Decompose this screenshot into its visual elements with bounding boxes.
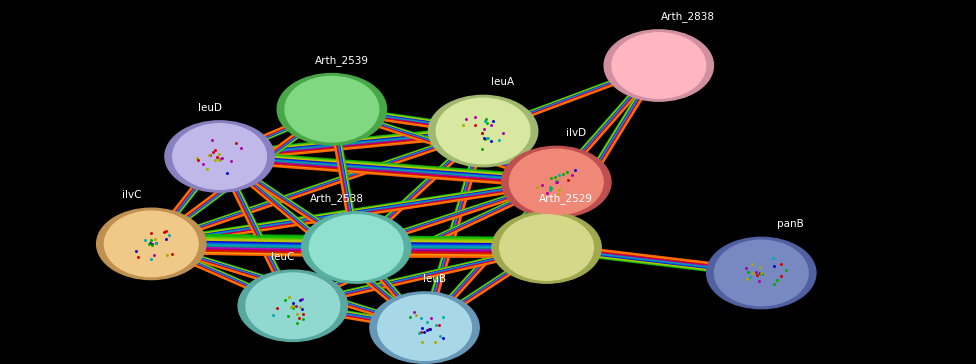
Ellipse shape	[302, 212, 411, 283]
Ellipse shape	[370, 292, 479, 363]
Text: ilvD: ilvD	[566, 128, 586, 138]
Text: Arth_2529: Arth_2529	[539, 193, 593, 204]
Ellipse shape	[104, 211, 198, 277]
Ellipse shape	[509, 149, 603, 215]
Text: panB: panB	[777, 219, 804, 229]
Ellipse shape	[707, 237, 816, 309]
Ellipse shape	[714, 240, 808, 306]
Ellipse shape	[428, 95, 538, 167]
Ellipse shape	[502, 146, 611, 218]
Ellipse shape	[277, 74, 386, 145]
Text: ilvC: ilvC	[122, 190, 142, 200]
Ellipse shape	[612, 33, 706, 98]
Text: Arth_2539: Arth_2539	[314, 55, 369, 66]
Ellipse shape	[378, 295, 471, 360]
Text: leuD: leuD	[198, 103, 222, 113]
Ellipse shape	[165, 121, 274, 192]
Text: leuA: leuA	[491, 78, 514, 87]
Text: leuB: leuB	[423, 274, 446, 284]
Ellipse shape	[309, 215, 403, 280]
Ellipse shape	[173, 124, 266, 189]
Ellipse shape	[604, 30, 713, 101]
Ellipse shape	[246, 273, 340, 339]
Ellipse shape	[97, 208, 206, 280]
Ellipse shape	[500, 215, 593, 280]
Text: Arth_2838: Arth_2838	[661, 11, 715, 22]
Text: leuC: leuC	[271, 252, 295, 262]
Ellipse shape	[285, 76, 379, 142]
Ellipse shape	[436, 98, 530, 164]
Text: Arth_2538: Arth_2538	[309, 193, 364, 204]
Ellipse shape	[238, 270, 347, 341]
Ellipse shape	[492, 212, 601, 283]
